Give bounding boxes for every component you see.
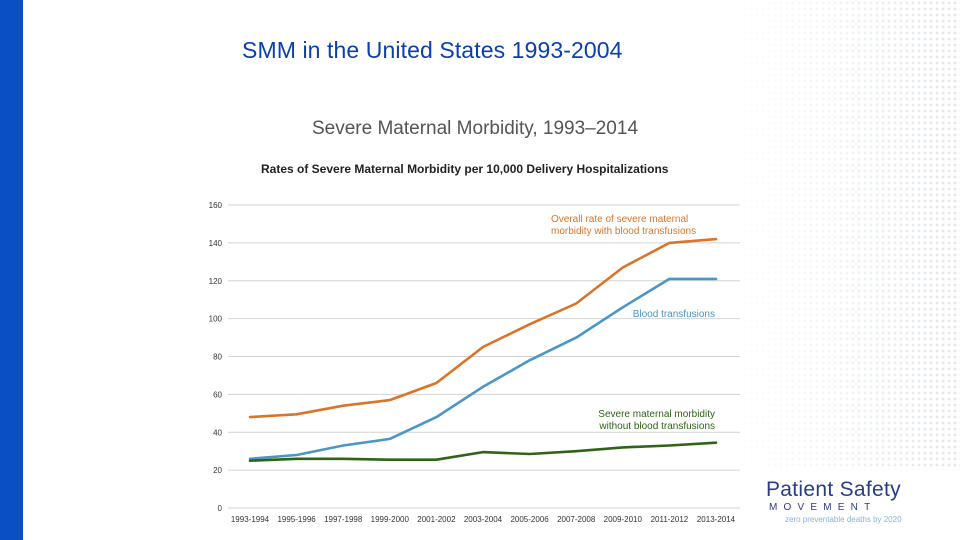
slide-title: SMM in the United States 1993-2004 (242, 37, 623, 63)
series-label: morbidity with blood transfusions (551, 226, 696, 237)
x-tick-label: 1995-1996 (277, 515, 316, 524)
logo-tagline: zero preventable deaths by 2020 (785, 515, 902, 524)
y-tick-label: 0 (218, 504, 223, 513)
world-map-background (730, 0, 960, 470)
y-tick-label: 100 (209, 315, 223, 324)
chart-heading: Severe Maternal Morbidity, 1993–2014 (312, 118, 639, 139)
logo-subtitle: MOVEMENT (769, 502, 877, 513)
series-label: without blood transfusions (598, 421, 715, 432)
x-tick-label: 2013-2014 (697, 515, 736, 524)
x-tick-label: 2001-2002 (417, 515, 456, 524)
series-line (248, 277, 718, 461)
x-tick-label: 2003-2004 (464, 515, 503, 524)
chart-subheading: Rates of Severe Maternal Morbidity per 1… (261, 162, 669, 176)
logo-name: Patient Safety (766, 478, 901, 501)
y-tick-label: 20 (213, 466, 222, 475)
x-tick-label: 2007-2008 (557, 515, 596, 524)
x-tick-label: 1999-2000 (371, 515, 410, 524)
y-tick-label: 80 (213, 353, 222, 362)
patient-safety-movement-logo: Patient Safety MOVEMENT zero preventable… (766, 479, 946, 525)
series-line (248, 441, 718, 463)
y-tick-label: 60 (213, 390, 222, 399)
y-tick-label: 40 (213, 428, 222, 437)
series-line (248, 237, 718, 419)
series-label: Overall rate of severe maternal (551, 214, 688, 225)
y-tick-label: 120 (209, 277, 223, 286)
left-accent-bar (0, 0, 23, 540)
x-tick-label: 2005-2006 (510, 515, 549, 524)
y-tick-label: 140 (209, 239, 223, 248)
series-label: Blood transfusions (633, 309, 715, 320)
x-tick-label: 2009-2010 (604, 515, 643, 524)
y-tick-label: 160 (209, 201, 223, 210)
x-tick-label: 2011-2012 (651, 515, 689, 524)
x-tick-label: 1993-1994 (231, 515, 270, 524)
series-label: Severe maternal morbidity (598, 409, 715, 420)
x-tick-label: 1997-1998 (324, 515, 363, 524)
